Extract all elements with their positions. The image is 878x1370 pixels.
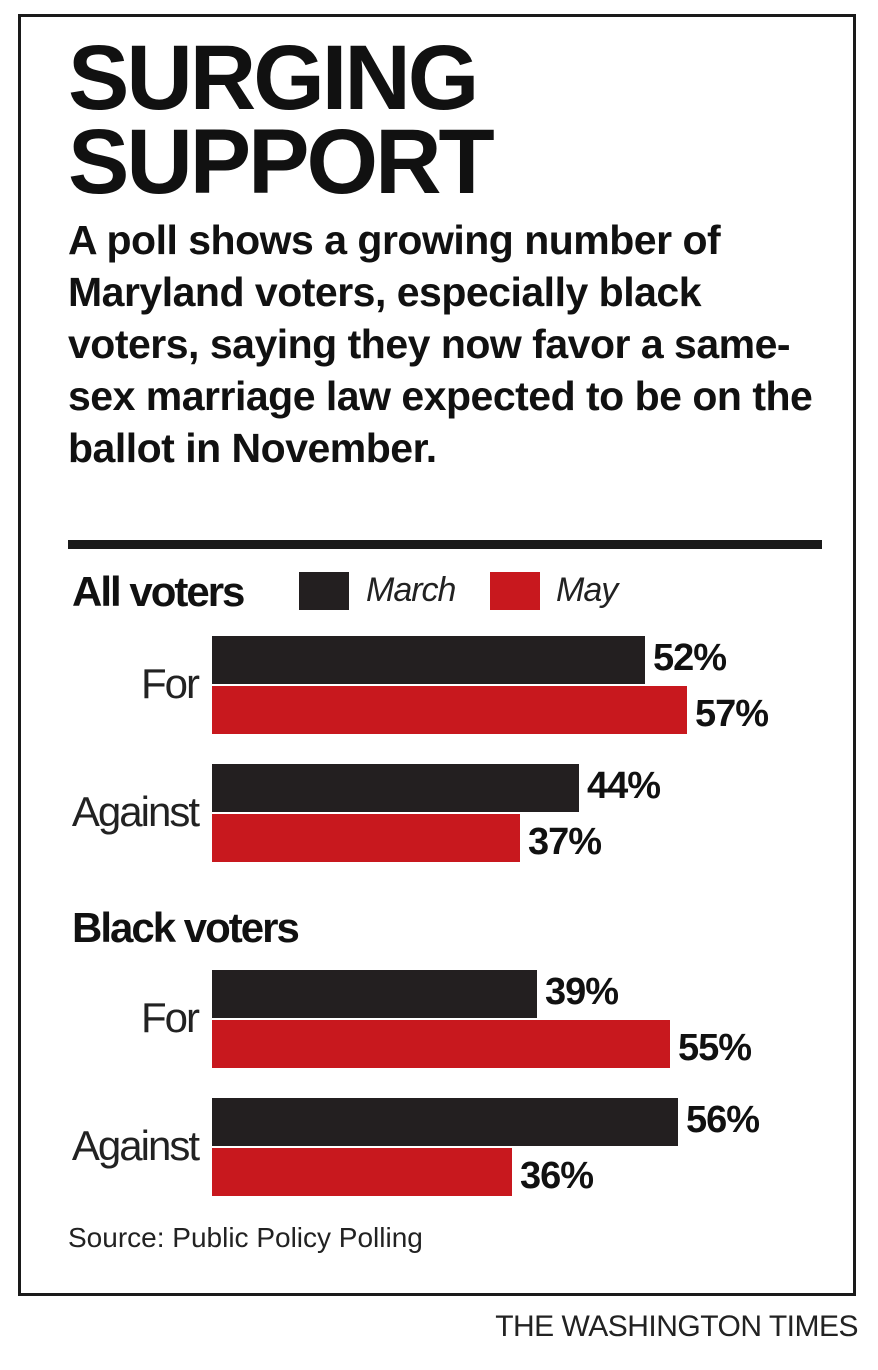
value-label-all-against-march: 44% — [587, 765, 661, 807]
group-label-black-voters: Black voters — [72, 904, 300, 951]
category-label-black-against: Against — [71, 1122, 200, 1169]
bar-black-for-march — [212, 970, 537, 1018]
bar-all-for-may — [212, 686, 687, 734]
category-label-all-against: Against — [71, 788, 200, 835]
divider-rule — [68, 540, 822, 549]
category-label-all-for: For — [141, 660, 200, 707]
legend-label-march: March — [366, 571, 456, 609]
legend-swatch-march — [299, 572, 349, 610]
value-label-black-against-may: 36% — [520, 1155, 594, 1197]
value-label-black-against-march: 56% — [686, 1099, 760, 1141]
bar-black-for-may — [212, 1020, 670, 1068]
bar-all-against-may — [212, 814, 520, 862]
chart-frame — [18, 14, 856, 1296]
bar-black-against-may — [212, 1148, 512, 1196]
legend-label-may: May — [556, 571, 618, 609]
chart-title: SURGING SUPPORT — [68, 27, 495, 213]
publisher-credit: THE WASHINGTON TIMES — [495, 1310, 858, 1343]
bar-black-against-march — [212, 1098, 678, 1146]
value-label-all-for-may: 57% — [695, 693, 769, 735]
value-label-all-against-may: 37% — [528, 821, 602, 863]
source-note: Source: Public Policy Polling — [68, 1222, 423, 1253]
value-label-all-for-march: 52% — [653, 637, 727, 679]
value-label-black-for-may: 55% — [678, 1027, 752, 1069]
legend-swatch-may — [490, 572, 540, 610]
category-label-black-for: For — [141, 994, 200, 1041]
bar-all-against-march — [212, 764, 579, 812]
bar-all-for-march — [212, 636, 645, 684]
group-label-all-voters: All voters — [72, 568, 245, 615]
value-label-black-for-march: 39% — [545, 971, 619, 1013]
chart-subtitle: A poll shows a growing number of Marylan… — [68, 217, 813, 471]
